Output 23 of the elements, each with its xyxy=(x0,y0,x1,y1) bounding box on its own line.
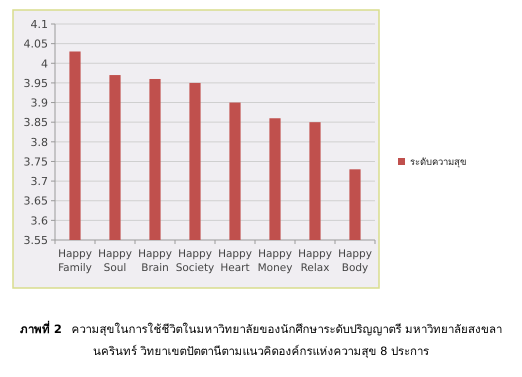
y-tick-label: 3.9 xyxy=(30,96,48,110)
y-tick-label: 3.8 xyxy=(30,136,48,149)
y-tick-label: 3.55 xyxy=(24,234,48,247)
y-tick-label: 3.7 xyxy=(30,175,48,188)
y-tick-label: 4.05 xyxy=(24,38,48,51)
x-tick-label: Happy Money xyxy=(258,248,292,274)
x-tick-label: Happy Soul xyxy=(98,248,132,274)
y-tick-label: 3.85 xyxy=(24,116,48,130)
y-tick-label: 3.75 xyxy=(24,155,48,168)
legend-label: ระดับความสุข xyxy=(410,157,466,168)
x-tick-label: Happy Body xyxy=(338,248,372,274)
y-tick-label: 4.1 xyxy=(30,18,48,31)
x-tick-label: Happy Society xyxy=(176,248,214,274)
y-tick-label: 3.65 xyxy=(24,194,48,208)
y-tick-label: 3.6 xyxy=(30,214,48,228)
x-tick-label: Happy Brain xyxy=(138,248,172,274)
y-tick-label: 4 xyxy=(41,57,48,70)
x-tick-label: Happy Family xyxy=(58,248,92,274)
x-tick-label: Happy Heart xyxy=(218,248,252,274)
text: ภาพที่ 2 xyxy=(20,322,62,336)
x-tick-label: Happy Relax xyxy=(298,248,332,274)
y-tick-label: 3.95 xyxy=(24,76,48,90)
text: ความสุขในการใช้ชีวิตในมหาวิทยาลัยของนักศึกษาระดับปริญญาตรี มหาวิทยาลัยสงขลานครินทร์ วิทยาเขตปัตตานีตามแนวคิดองค์กรแห่งความสุข 8 ประการ xyxy=(72,322,502,358)
